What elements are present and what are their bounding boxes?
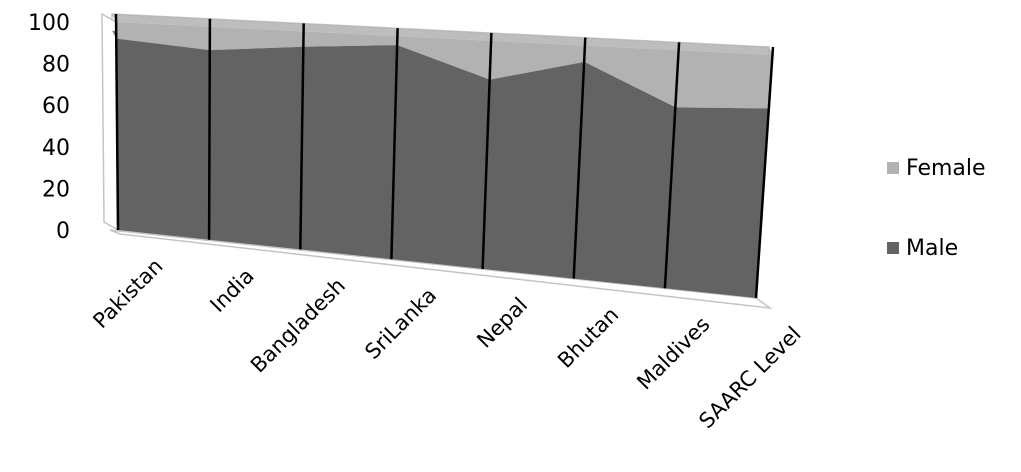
y-axis-ticks: 0 20 40 60 80 100 [28,11,70,244]
divider-bhutan [572,37,587,279]
x-label-bhutan: Bhutan [553,302,623,372]
area-female [116,22,773,109]
divider-nepal [481,32,493,269]
y-tick-100: 100 [28,11,70,36]
y-tick-80: 80 [42,53,70,78]
divider-bangladesh [299,23,305,250]
y-tick-60: 60 [42,94,70,119]
legend-label-female: Female [906,156,986,181]
legend-swatch-female [887,162,899,174]
divider-pakistan [114,13,120,231]
x-label-bangladesh: Bangladesh [246,273,350,377]
chart-areas [112,14,773,298]
legend-swatch-male [887,242,899,254]
x-label-pakistan: Pakistan [88,254,167,333]
x-label-nepal: Nepal [472,293,532,353]
x-label-india: India [205,264,258,317]
y-tick-20: 20 [42,177,70,202]
divider-india [207,18,212,240]
x-label-saarc-level: SAARC Level [694,322,805,433]
divider-srilanka [390,28,399,260]
area-male [116,38,770,298]
y-tick-0: 0 [56,219,70,244]
category-dividers [114,13,775,299]
divider-maldives [663,42,681,289]
area-top-female [112,14,773,55]
y-tick-40: 40 [42,136,70,161]
legend: Female Male [887,156,986,261]
divider-saarc-level [754,46,775,299]
floor [109,229,773,310]
legend-label-male: Male [906,236,958,261]
x-label-srilanka: SriLanka [360,283,441,364]
x-label-maldives: Maldives [632,312,714,394]
